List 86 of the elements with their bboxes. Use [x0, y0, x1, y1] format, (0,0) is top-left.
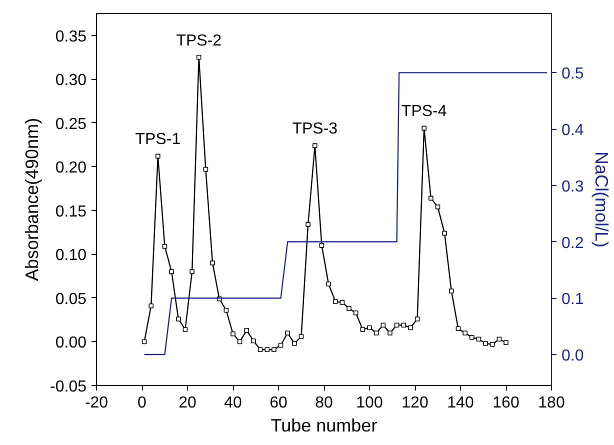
point — [237, 339, 242, 344]
y-axis-title: Absorbance(490nm) — [22, 118, 42, 282]
point — [490, 342, 495, 347]
point — [182, 327, 188, 332]
annotation: TPS-4 — [401, 103, 447, 120]
point — [162, 244, 168, 249]
x-axis-title: Tube number — [270, 416, 378, 436]
point — [210, 260, 215, 266]
x-tick-label: 160 — [492, 394, 520, 412]
point — [353, 310, 358, 316]
point — [360, 327, 366, 332]
point — [176, 316, 181, 322]
point — [380, 322, 386, 328]
x-tick-label: 180 — [538, 394, 565, 412]
point — [244, 328, 250, 333]
point — [346, 306, 352, 311]
point — [462, 330, 468, 336]
point — [230, 331, 236, 336]
point — [319, 243, 324, 248]
point — [312, 143, 318, 148]
point — [251, 338, 256, 344]
y-tick-label: 0.15 — [55, 203, 87, 220]
x-tick-label: 20 — [178, 394, 196, 412]
point — [401, 322, 406, 328]
y-tick-label: 0.00 — [55, 334, 87, 352]
y-tick-label: 0.10 — [55, 247, 87, 264]
point — [190, 269, 194, 274]
point — [292, 341, 297, 346]
y-tick-label: -0.05 — [50, 378, 87, 396]
x-tick-label: 0 — [138, 394, 147, 412]
point — [326, 282, 331, 286]
point — [278, 342, 284, 348]
point — [224, 308, 229, 313]
point — [156, 154, 160, 159]
point — [422, 126, 426, 131]
y-tick-label: 0.25 — [55, 116, 87, 133]
point — [428, 196, 434, 201]
point — [272, 347, 276, 352]
y2-tick-label: 0.1 — [562, 291, 584, 308]
y2-tick-label: 0.4 — [562, 122, 584, 140]
point — [483, 341, 488, 346]
point — [258, 347, 263, 352]
point — [476, 336, 482, 342]
y2-tick-label: 0.0 — [562, 348, 584, 364]
y2-tick-label: 0.2 — [562, 234, 584, 252]
point — [203, 166, 208, 172]
y-tick-label: 0.30 — [55, 72, 87, 90]
y2-axis-title: NaCl(mol/L) — [592, 151, 612, 248]
annotation: TPS-3 — [292, 120, 338, 138]
point — [306, 222, 310, 227]
point — [388, 330, 392, 336]
y-tick-label: 0.05 — [55, 290, 87, 308]
point — [374, 330, 379, 336]
point — [196, 54, 202, 60]
y2-tick-label: 0.3 — [562, 178, 584, 196]
annotation: TPS-1 — [135, 131, 181, 148]
point — [449, 288, 454, 294]
x-tick-label: 60 — [270, 394, 288, 412]
point — [298, 334, 304, 339]
x-tick-label: 40 — [224, 394, 242, 412]
annotation: TPS-2 — [176, 32, 222, 50]
point — [394, 322, 400, 328]
point — [496, 336, 502, 342]
point — [408, 325, 413, 330]
point — [340, 300, 345, 305]
point — [414, 316, 420, 322]
point — [169, 269, 174, 274]
point — [469, 334, 474, 340]
y-tick-label: 0.20 — [55, 160, 87, 177]
point — [504, 340, 508, 346]
point — [435, 204, 440, 210]
y2-tick-label: 0.5 — [562, 66, 584, 83]
point — [456, 326, 461, 332]
point — [285, 330, 290, 336]
point — [264, 347, 270, 352]
x-tick-label: 120 — [402, 394, 428, 412]
point — [367, 325, 372, 330]
x-tick-label: 100 — [356, 394, 383, 412]
point — [148, 303, 154, 308]
point — [332, 299, 338, 304]
x-tick-label: -20 — [84, 394, 108, 412]
x-tick-label: 140 — [447, 394, 474, 412]
point — [442, 230, 447, 236]
x-tick-label: 80 — [315, 394, 333, 412]
point — [142, 339, 147, 344]
y-tick-label: 0.35 — [55, 28, 87, 46]
